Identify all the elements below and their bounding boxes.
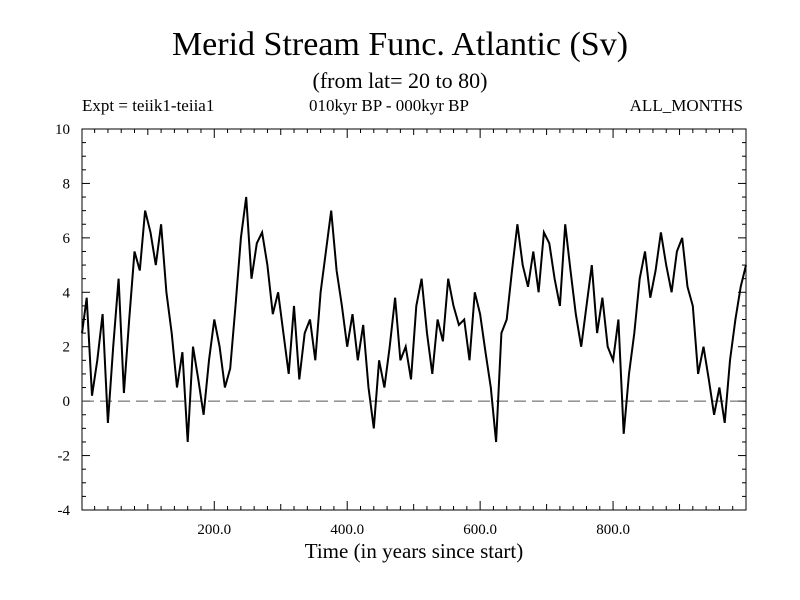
x-tick-label: 600.0 — [463, 522, 497, 538]
tick-labels: -4 -2 0 2 4 6 8 10 200.0 400.0 600.0 800.0 — [55, 122, 630, 538]
y-tick-label: 6 — [63, 231, 71, 247]
experiment-label: Expt = teiik1-teiia1 — [82, 96, 215, 115]
plot-frame — [81, 128, 747, 511]
months-label: ALL_MONTHS — [629, 96, 743, 115]
chart-title: Merid Stream Func. Atlantic (Sv) — [171, 26, 629, 63]
y-tick-label: 8 — [63, 176, 71, 192]
y-tick-label: -4 — [58, 503, 71, 519]
period-label: 010kyr BP - 000kyr BP — [309, 96, 469, 115]
series-line — [81, 196, 747, 443]
x-tick-label: 200.0 — [197, 522, 231, 538]
y-tick-label: -2 — [58, 449, 71, 465]
x-axis-label: Time (in years since start) — [305, 539, 524, 563]
y-tick-label: 10 — [55, 122, 70, 138]
axis-ticks — [82, 128, 747, 511]
y-tick-label: 2 — [63, 340, 71, 356]
x-tick-label: 400.0 — [330, 522, 364, 538]
y-tick-label: 0 — [63, 394, 71, 410]
x-tick-label: 800.0 — [596, 522, 630, 538]
y-tick-label: 4 — [63, 285, 71, 301]
chart-subtitle: (from lat= 20 to 80) — [312, 68, 488, 93]
